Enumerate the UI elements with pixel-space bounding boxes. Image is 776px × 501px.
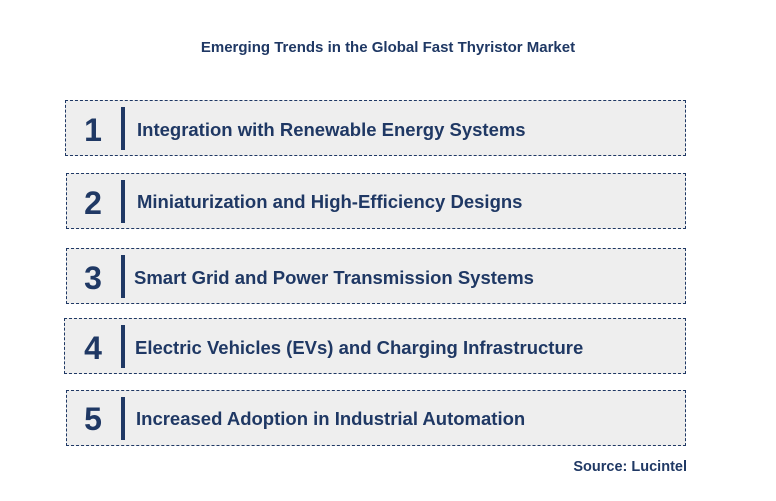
trend-label: Miniaturization and High-Efficiency Desi… xyxy=(137,191,523,212)
trend-label: Smart Grid and Power Transmission System… xyxy=(134,267,534,288)
trend-label: Electric Vehicles (EVs) and Charging Inf… xyxy=(135,337,584,358)
trend-label: Integration with Renewable Energy System… xyxy=(137,119,526,140)
divider-bar xyxy=(121,107,125,150)
source-note: Source: Lucintel xyxy=(573,459,687,475)
trend-item-1: 1 Integration with Renewable Energy Syst… xyxy=(65,100,686,156)
trend-number: 5 xyxy=(84,401,102,437)
trend-item-2: 2 Miniaturization and High-Efficiency De… xyxy=(66,173,686,229)
trend-label: Increased Adoption in Industrial Automat… xyxy=(136,408,526,429)
divider-bar xyxy=(121,397,125,440)
diagram-title: Emerging Trends in the Global Fast Thyri… xyxy=(200,39,576,56)
trend-item-3: 3 Smart Grid and Power Transmission Syst… xyxy=(66,248,686,304)
divider-bar xyxy=(121,255,125,298)
trend-number: 4 xyxy=(84,330,102,366)
trend-item-5: 5 Increased Adoption in Industrial Autom… xyxy=(66,390,686,446)
trend-number: 1 xyxy=(84,112,102,148)
trend-number: 3 xyxy=(84,260,102,296)
trend-number: 2 xyxy=(84,185,102,221)
divider-bar xyxy=(121,325,125,368)
trend-item-4: 4 Electric Vehicles (EVs) and Charging I… xyxy=(64,318,686,374)
divider-bar xyxy=(121,180,125,223)
